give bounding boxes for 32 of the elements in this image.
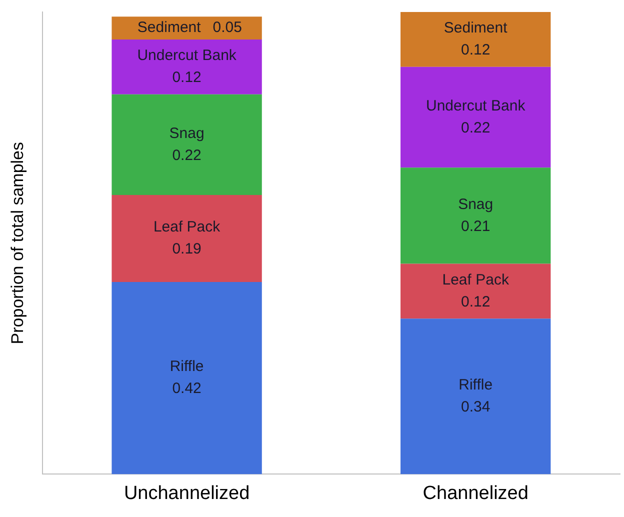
bar: [400, 168, 551, 264]
series-label: Snag: [458, 196, 494, 213]
x-tick-label: Unchannelized: [124, 482, 250, 504]
bar: [112, 94, 262, 196]
text: Leaf Pack: [153, 218, 220, 236]
text: Sediment: [444, 20, 508, 37]
bar: [400, 318, 551, 474]
x-tick-label: Channelized: [422, 482, 528, 504]
data-label: 0.42: [172, 380, 202, 398]
data-label: 0.12: [461, 293, 490, 310]
data-label: 0.12: [461, 42, 490, 59]
bar: [400, 12, 551, 67]
data-label: 0.22: [172, 146, 202, 164]
text: Snag: [169, 124, 204, 142]
series-label: Undercut Bank: [137, 47, 237, 64]
y-axis-title: Proportion of total samples: [8, 142, 27, 344]
data-label: 0.12: [172, 69, 202, 86]
bar: [400, 66, 551, 168]
data-label: 0.05: [212, 19, 242, 36]
bar: [112, 282, 262, 474]
series-label: Riffle: [458, 376, 493, 394]
bar: [400, 264, 551, 319]
series-label: Sediment: [137, 19, 202, 36]
bar: [112, 195, 262, 282]
data-label: 0.19: [172, 240, 202, 258]
data-label: 0.22: [461, 119, 490, 136]
data-label: 0.21: [461, 218, 490, 235]
text: Undercut Bank: [426, 97, 526, 114]
series-label: Leaf Pack: [442, 271, 510, 288]
data-label: 0.34: [461, 398, 490, 416]
text: Riffle: [170, 358, 204, 376]
bar: [112, 39, 262, 94]
